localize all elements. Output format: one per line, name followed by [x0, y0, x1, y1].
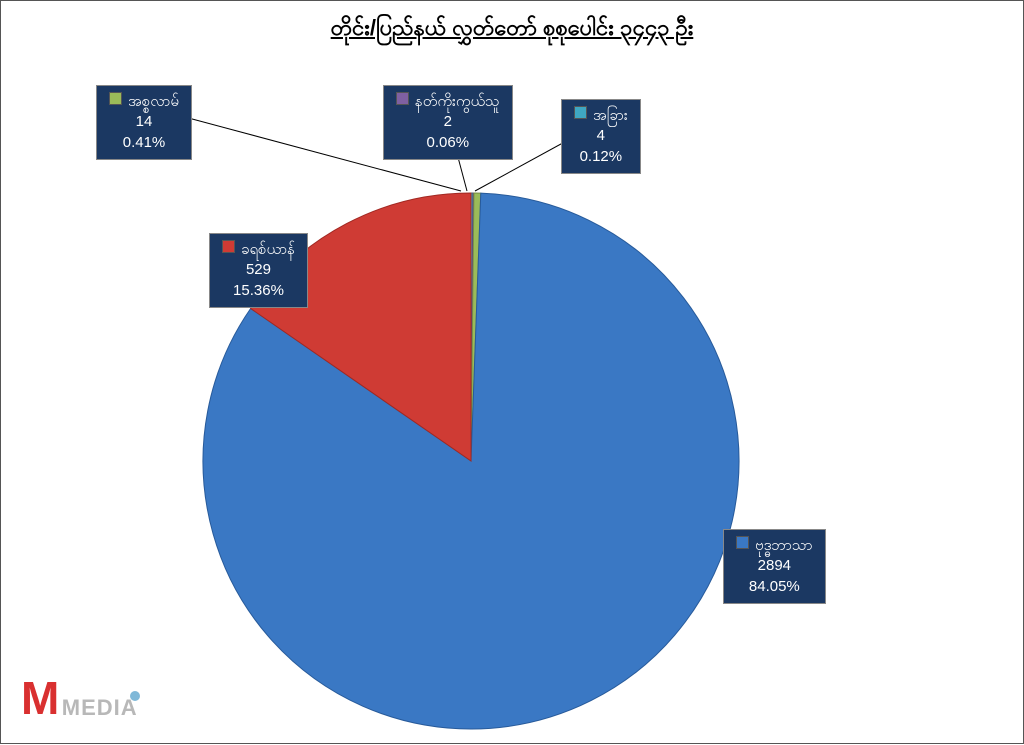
label-islam: အစ္စလာမ် 14 0.41%: [96, 85, 192, 160]
chart-area: ဗုဒ္ဓဘာသာ 2894 84.05% ခရစ်ယာန် 529 15.36…: [1, 61, 1024, 745]
logo-text: MEDIA: [62, 695, 138, 721]
label-christian: ခရစ်ယာန် 529 15.36%: [209, 233, 308, 308]
marker-christian: [222, 240, 235, 253]
marker-buddhist: [736, 536, 749, 549]
label-spirit: နတ်ကိုးကွယ်သူ 2 0.06%: [383, 85, 513, 160]
label-other: အခြား 4 0.12%: [561, 99, 641, 174]
label-buddhist: ဗုဒ္ဓဘာသာ 2894 84.05%: [723, 529, 826, 604]
logo-m: M: [21, 671, 59, 725]
marker-spirit: [396, 92, 409, 105]
chart-title: တိုင်း/ပြည်နယ် လွှတ်တော် စုစုပေါင်း ၃၄၄၃…: [1, 1, 1023, 46]
globe-icon: [130, 691, 140, 701]
marker-other: [574, 106, 587, 119]
marker-islam: [109, 92, 122, 105]
watermark-logo: M MEDIA: [21, 671, 138, 725]
